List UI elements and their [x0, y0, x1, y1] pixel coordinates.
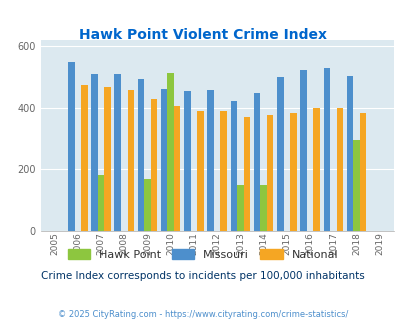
Text: Hawk Point Violent Crime Index: Hawk Point Violent Crime Index	[79, 28, 326, 42]
Bar	[127, 90, 134, 231]
Bar	[260, 185, 266, 231]
Bar	[290, 113, 296, 231]
Bar	[300, 70, 306, 231]
Bar	[68, 62, 75, 231]
Bar	[220, 111, 226, 231]
Bar	[150, 99, 157, 231]
Bar	[98, 175, 104, 231]
Bar	[81, 85, 87, 231]
Bar	[184, 91, 190, 231]
Bar	[104, 86, 111, 231]
Bar	[114, 74, 121, 231]
Bar	[144, 179, 150, 231]
Bar	[207, 90, 213, 231]
Bar	[253, 93, 260, 231]
Bar	[230, 101, 237, 231]
Text: © 2025 CityRating.com - https://www.cityrating.com/crime-statistics/: © 2025 CityRating.com - https://www.city…	[58, 310, 347, 319]
Bar	[197, 111, 203, 231]
Legend: Hawk Point, Missouri, National: Hawk Point, Missouri, National	[63, 245, 342, 264]
Bar	[336, 109, 342, 231]
Bar	[237, 185, 243, 231]
Bar	[323, 68, 329, 231]
Bar	[352, 140, 359, 231]
Bar	[167, 73, 174, 231]
Bar	[137, 79, 144, 231]
Bar	[174, 106, 180, 231]
Bar	[346, 76, 352, 231]
Text: Crime Index corresponds to incidents per 100,000 inhabitants: Crime Index corresponds to incidents per…	[41, 271, 364, 281]
Bar	[359, 113, 365, 231]
Bar	[91, 74, 98, 231]
Bar	[277, 77, 283, 231]
Bar	[313, 108, 319, 231]
Bar	[266, 115, 273, 231]
Bar	[160, 89, 167, 231]
Bar	[243, 117, 249, 231]
